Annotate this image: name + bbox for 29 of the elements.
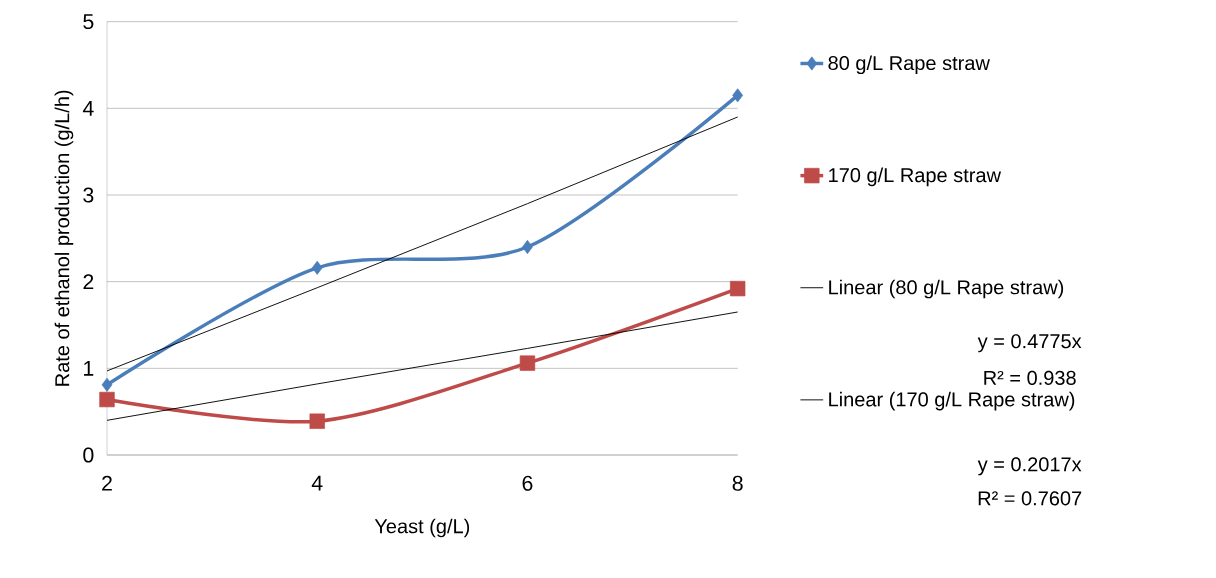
x-tick-label: 4 [311,475,323,491]
legend-label: Linear (80 g/L Rape straw) [829,279,1064,299]
y-tick-label: 3 [83,187,94,203]
text: R² = 0.938 [984,370,1076,385]
line-series [106,116,739,372]
y-tick-label: 2 [83,274,94,290]
y-axis-title: Rate of ethanol production (g/L/h) [54,90,74,386]
text: R² = 0.7607 [978,491,1082,506]
line-series [106,311,739,421]
x-axis-title: Yeast (g/L) [374,518,470,538]
x-tick-label: 2 [102,475,112,491]
point [311,260,323,275]
text: y = 0.2017x [977,457,1082,476]
y-tick-label: 5 [83,14,94,30]
x-tick-label: 6 [522,475,533,491]
text: y = 0.4775x [977,334,1082,353]
point [730,280,746,297]
legend-label: 80 g/L Rape straw [828,55,990,75]
point [732,88,744,103]
point [99,391,115,408]
y-tick-label: 4 [82,100,94,116]
y-tick-label: 1 [84,360,94,376]
point [309,413,325,429]
y-tick-label: 0 [83,447,94,463]
x-tick-label: 8 [732,475,743,491]
legend-label: Linear (170 g/L Rape straw) [829,391,1075,411]
legend-label: 170 g/L Rape straw [829,167,1002,187]
point [519,355,536,371]
point [101,377,113,392]
